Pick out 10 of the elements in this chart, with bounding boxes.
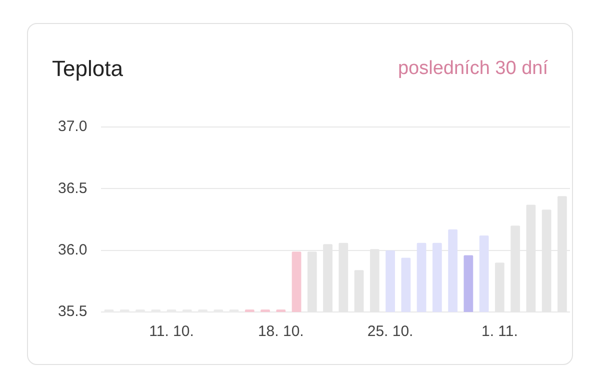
y-tick-label: 36.0 — [58, 241, 88, 258]
x-tick-label: 25. 10. — [367, 323, 414, 340]
chart-subtitle: posledních 30 dní — [398, 58, 548, 80]
y-tick-label: 35.5 — [58, 303, 88, 320]
y-tick-label: 36.5 — [58, 180, 88, 197]
x-tick-label: 18. 10. — [258, 323, 304, 340]
y-tick-label: 37.0 — [58, 118, 88, 136]
chart-title: Teplota — [52, 56, 123, 82]
x-tick-label: 11. 10. — [149, 323, 194, 340]
x-tick-label: 1. 11. — [481, 323, 518, 340]
